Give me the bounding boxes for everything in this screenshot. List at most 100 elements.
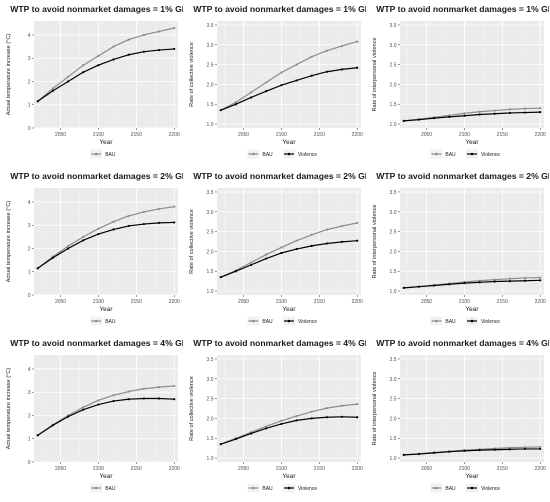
y-tick-label: 1.5 bbox=[207, 436, 214, 442]
data-point-violence bbox=[356, 66, 359, 69]
data-point-bau bbox=[157, 386, 161, 389]
chart-panel: WTP to avoid nonmarket damages = 4% GDP 1… bbox=[372, 338, 549, 493]
legend-marker bbox=[287, 486, 291, 490]
data-point-bau bbox=[448, 114, 451, 117]
legend-marker bbox=[252, 486, 255, 490]
data-point-violence bbox=[310, 74, 313, 77]
data-point-violence bbox=[340, 68, 344, 71]
y-tick-label: 3.0 bbox=[390, 43, 397, 49]
data-point-bau bbox=[310, 410, 313, 413]
data-point-violence bbox=[433, 116, 436, 120]
data-point-violence bbox=[478, 449, 481, 452]
data-point-bau bbox=[523, 446, 527, 449]
chart-title: WTP to avoid nonmarket damages = 4% GDP bbox=[193, 338, 366, 348]
x-axis-label: Year bbox=[465, 139, 479, 146]
data-point-bau bbox=[97, 227, 100, 230]
data-point-violence bbox=[417, 118, 421, 121]
legend-label: BAU bbox=[445, 486, 456, 492]
data-point-violence bbox=[97, 232, 100, 236]
data-point-bau bbox=[340, 404, 344, 407]
data-point-bau bbox=[295, 63, 298, 66]
data-point-violence bbox=[82, 239, 85, 242]
series-line-bau bbox=[37, 385, 175, 436]
y-tick-label: 3 bbox=[28, 390, 31, 396]
data-point-violence bbox=[265, 427, 268, 430]
data-point-violence bbox=[82, 71, 85, 74]
data-point-bau bbox=[493, 109, 496, 112]
data-point-bau bbox=[325, 228, 328, 231]
y-axis-label: Rate of collective violence bbox=[189, 42, 195, 107]
chart-panel: WTP to avoid nonmarket damages = 2% GDP 0… bbox=[6, 171, 183, 326]
legend-label: BAU bbox=[262, 152, 273, 158]
data-point-violence bbox=[325, 242, 328, 245]
x-tick-label: 2200 bbox=[169, 466, 180, 472]
series-line-violence bbox=[403, 448, 541, 456]
x-tick-label: 2150 bbox=[497, 132, 508, 138]
data-point-bau bbox=[112, 394, 115, 397]
data-point-violence bbox=[280, 84, 283, 87]
x-tick-label: 2200 bbox=[169, 132, 180, 138]
x-tick-label: 2150 bbox=[131, 299, 142, 305]
data-point-violence bbox=[112, 228, 115, 231]
x-tick-label: 2050 bbox=[238, 132, 249, 138]
y-tick-label: 2.0 bbox=[207, 82, 214, 88]
data-point-violence bbox=[51, 256, 55, 259]
data-point-violence bbox=[157, 397, 161, 400]
data-point-violence bbox=[523, 279, 527, 282]
x-tick-label: 2050 bbox=[421, 132, 432, 138]
data-point-bau bbox=[523, 276, 527, 280]
data-point-violence bbox=[463, 114, 466, 117]
x-axis-label: Year bbox=[282, 306, 296, 313]
y-tick-label: 4 bbox=[28, 367, 31, 373]
data-point-bau bbox=[67, 75, 70, 78]
data-point-bau bbox=[112, 45, 115, 48]
legend-marker bbox=[470, 319, 474, 323]
y-tick-label: 1.0 bbox=[390, 122, 397, 128]
series-line-violence bbox=[220, 240, 358, 278]
legend-label: Violence bbox=[298, 319, 317, 325]
x-axis-label: Year bbox=[465, 306, 479, 313]
legend-label: Violence bbox=[481, 319, 500, 325]
legend-marker bbox=[252, 152, 255, 156]
data-point-violence bbox=[142, 50, 145, 53]
data-point-bau bbox=[82, 64, 85, 67]
data-point-violence bbox=[340, 240, 344, 243]
chart-panel: WTP to avoid nonmarket damages = 1% GDP 0… bbox=[6, 4, 183, 159]
legend-marker bbox=[94, 319, 98, 323]
y-tick-label: 1.5 bbox=[390, 102, 397, 108]
data-point-bau bbox=[142, 387, 145, 390]
x-tick-label: 2200 bbox=[169, 299, 180, 305]
x-tick-label: 2150 bbox=[314, 299, 325, 305]
data-point-bau bbox=[265, 81, 268, 84]
data-point-violence bbox=[51, 89, 55, 92]
data-point-bau bbox=[295, 414, 298, 418]
x-tick-label: 2050 bbox=[55, 132, 66, 138]
x-axis-label: Year bbox=[99, 139, 113, 146]
data-point-bau bbox=[478, 279, 481, 282]
legend-marker bbox=[287, 319, 291, 323]
data-point-violence bbox=[234, 270, 238, 273]
x-tick-label: 2200 bbox=[352, 466, 363, 472]
data-point-violence bbox=[127, 398, 130, 401]
legend-label: BAU bbox=[445, 152, 456, 158]
y-tick-label: 1 bbox=[28, 437, 31, 443]
x-tick-label: 2150 bbox=[497, 466, 508, 472]
legend-marker bbox=[94, 486, 98, 490]
legend-label: Violence bbox=[298, 486, 317, 492]
x-tick-label: 2100 bbox=[459, 132, 470, 138]
x-tick-label: 2050 bbox=[55, 299, 66, 305]
data-point-bau bbox=[356, 403, 359, 406]
data-point-violence bbox=[97, 403, 100, 406]
x-axis-label: Year bbox=[282, 473, 296, 480]
series-line-bau bbox=[220, 403, 358, 445]
data-point-violence bbox=[493, 280, 496, 283]
y-tick-label: 3.0 bbox=[207, 377, 214, 383]
data-point-violence bbox=[280, 251, 283, 255]
x-axis-label: Year bbox=[99, 473, 113, 480]
y-tick-label: 2 bbox=[28, 246, 31, 252]
data-point-violence bbox=[142, 397, 145, 400]
data-point-bau bbox=[82, 235, 85, 238]
x-tick-label: 2200 bbox=[352, 132, 363, 138]
data-point-bau bbox=[250, 261, 253, 264]
series-line-violence bbox=[403, 279, 541, 289]
